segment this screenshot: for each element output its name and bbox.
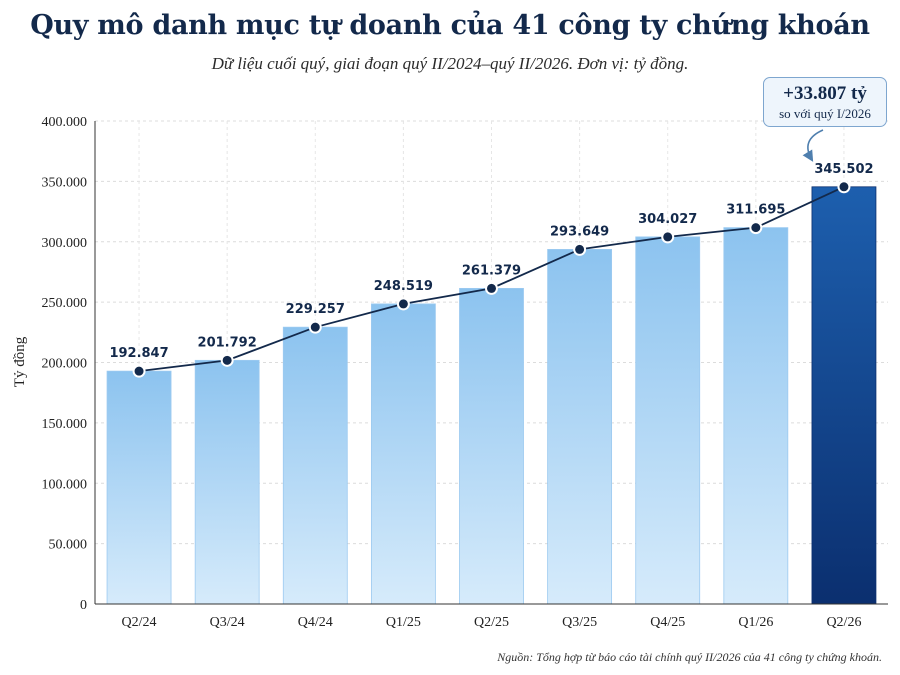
line-marker [220,353,234,367]
data-label: 304.027 [638,212,697,227]
line-marker [837,180,851,194]
y-tick-label: 350.000 [42,175,88,190]
bar [282,326,348,605]
data-label: 345.502 [814,162,873,177]
data-label: 261.379 [462,263,521,278]
y-tick-label: 50.000 [49,538,88,553]
bar [370,303,436,605]
y-tick-label: 250.000 [42,296,88,311]
line-marker [308,320,322,334]
x-tick-label: Q4/25 [650,615,685,630]
data-label: 201.792 [198,335,257,350]
y-tick-label: 200.000 [42,357,88,372]
x-tick-label: Q1/25 [386,615,421,630]
source-note: Nguồn: Tổng hợp từ báo cáo tài chính quý… [497,650,882,664]
line-marker [132,364,146,378]
data-label: 229.257 [286,302,345,317]
x-tick-label: Q2/26 [826,615,861,630]
y-tick-label: 400.000 [42,115,88,130]
y-tick-label: 300.000 [42,236,88,251]
bar [723,227,789,605]
bar [459,287,524,605]
x-tick-label: Q3/25 [562,615,597,630]
line-marker [485,281,498,295]
x-tick-label: Q1/26 [738,615,773,630]
line-marker [661,230,675,244]
data-label: 192.847 [109,346,168,361]
chart-title: Quy mô danh mục tự doanh của 41 công ty … [30,10,870,41]
y-axis-label: Tỷ đồng [12,336,28,387]
data-label: 311.695 [726,203,785,218]
line-marker [749,221,763,235]
y-tick-label: 100.000 [42,477,88,492]
x-tick-label: Q4/24 [298,615,333,630]
change-callout: +33.807 tỷ so với quý I/2026 [763,77,887,127]
callout-note: so với quý I/2026 [779,106,871,121]
callout-arrow [802,129,824,162]
bar [106,370,172,605]
bar [635,236,701,605]
y-tick-label: 150.000 [42,417,88,432]
line-marker [573,242,587,256]
bar [194,359,260,605]
y-tick-label: 0 [80,598,87,613]
chart-subtitle: Dữ liệu cuối quý, giai đoạn quý II/2024–… [211,54,689,73]
bar [547,249,613,605]
data-label: 293.649 [550,224,609,239]
x-tick-label: Q2/25 [474,615,509,630]
x-tick-label: Q2/24 [122,615,157,630]
data-label: 248.519 [374,279,433,294]
bar [811,186,877,605]
x-tick-label: Q3/24 [210,615,245,630]
line-marker [396,297,410,311]
callout-value: +33.807 tỷ [783,83,867,104]
